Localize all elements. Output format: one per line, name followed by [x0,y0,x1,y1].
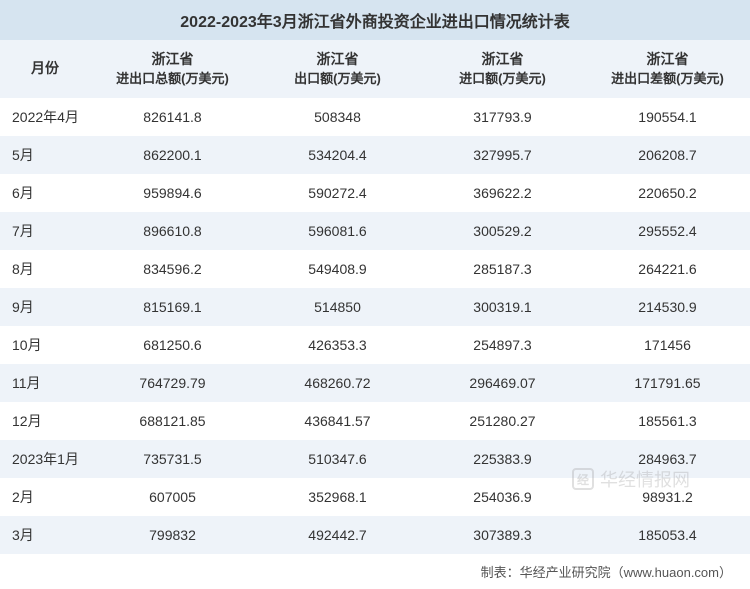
cell-value: 225383.9 [420,440,585,478]
table-row: 9月815169.1514850300319.1214530.9 [0,288,750,326]
cell-value: 514850 [255,288,420,326]
header-label-top: 浙江省 [482,51,524,67]
cell-month: 12月 [0,402,90,440]
cell-value: 220650.2 [585,174,750,212]
cell-value: 185053.4 [585,516,750,554]
cell-value: 862200.1 [90,136,255,174]
cell-value: 251280.27 [420,402,585,440]
table-row: 5月862200.1534204.4327995.7206208.7 [0,136,750,174]
cell-month: 2月 [0,478,90,516]
cell-value: 596081.6 [255,212,420,250]
cell-value: 185561.3 [585,402,750,440]
table-row: 3月799832492442.7307389.3185053.4 [0,516,750,554]
cell-value: 214530.9 [585,288,750,326]
stats-table-container: 2022-2023年3月浙江省外商投资企业进出口情况统计表 月份 浙江省 进出口… [0,0,750,589]
cell-month: 2022年4月 [0,98,90,136]
cell-value: 327995.7 [420,136,585,174]
header-label-sub: 进出口差额(万美元) [589,70,746,88]
cell-month: 10月 [0,326,90,364]
cell-value: 764729.79 [90,364,255,402]
col-header-total: 浙江省 进出口总额(万美元) [90,40,255,98]
table-row: 2022年4月826141.8508348317793.9190554.1 [0,98,750,136]
cell-value: 735731.5 [90,440,255,478]
cell-month: 2023年1月 [0,440,90,478]
cell-value: 426353.3 [255,326,420,364]
col-header-import: 浙江省 进口额(万美元) [420,40,585,98]
cell-value: 815169.1 [90,288,255,326]
col-header-diff: 浙江省 进出口差额(万美元) [585,40,750,98]
table-row: 6月959894.6590272.4369622.2220650.2 [0,174,750,212]
cell-month: 6月 [0,174,90,212]
cell-value: 171791.65 [585,364,750,402]
cell-value: 688121.85 [90,402,255,440]
cell-value: 254036.9 [420,478,585,516]
header-label-sub: 进出口总额(万美元) [94,70,251,88]
cell-value: 300319.1 [420,288,585,326]
table-body: 2022年4月826141.8508348317793.9190554.15月8… [0,98,750,554]
table-row: 2月607005352968.1254036.998931.2 [0,478,750,516]
cell-value: 171456 [585,326,750,364]
cell-value: 534204.4 [255,136,420,174]
header-label-top: 浙江省 [317,51,359,67]
table-row: 7月896610.8596081.6300529.2295552.4 [0,212,750,250]
cell-value: 300529.2 [420,212,585,250]
cell-value: 508348 [255,98,420,136]
header-label-sub: 进口额(万美元) [424,70,581,88]
cell-value: 369622.2 [420,174,585,212]
table-row: 8月834596.2549408.9285187.3264221.6 [0,250,750,288]
cell-value: 492442.7 [255,516,420,554]
header-label-top: 浙江省 [152,51,194,67]
header-label-top: 浙江省 [647,51,689,67]
cell-value: 295552.4 [585,212,750,250]
cell-value: 206208.7 [585,136,750,174]
cell-month: 9月 [0,288,90,326]
stats-table: 月份 浙江省 进出口总额(万美元) 浙江省 出口额(万美元) 浙江省 进口额(万… [0,40,750,554]
cell-value: 98931.2 [585,478,750,516]
table-row: 11月764729.79468260.72296469.07171791.65 [0,364,750,402]
cell-month: 11月 [0,364,90,402]
cell-value: 959894.6 [90,174,255,212]
table-row: 2023年1月735731.5510347.6225383.9284963.7 [0,440,750,478]
cell-value: 468260.72 [255,364,420,402]
cell-value: 510347.6 [255,440,420,478]
col-header-export: 浙江省 出口额(万美元) [255,40,420,98]
cell-value: 307389.3 [420,516,585,554]
header-label-sub: 出口额(万美元) [259,70,416,88]
cell-value: 799832 [90,516,255,554]
cell-value: 607005 [90,478,255,516]
table-row: 12月688121.85436841.57251280.27185561.3 [0,402,750,440]
table-footer: 制表：华经产业研究院（www.huaon.com） [0,554,750,589]
cell-value: 317793.9 [420,98,585,136]
cell-value: 285187.3 [420,250,585,288]
cell-month: 7月 [0,212,90,250]
cell-value: 264221.6 [585,250,750,288]
cell-value: 436841.57 [255,402,420,440]
cell-value: 590272.4 [255,174,420,212]
cell-value: 549408.9 [255,250,420,288]
cell-value: 896610.8 [90,212,255,250]
cell-value: 284963.7 [585,440,750,478]
cell-value: 681250.6 [90,326,255,364]
cell-value: 826141.8 [90,98,255,136]
cell-month: 3月 [0,516,90,554]
cell-value: 352968.1 [255,478,420,516]
cell-value: 834596.2 [90,250,255,288]
col-header-month: 月份 [0,40,90,98]
table-title: 2022-2023年3月浙江省外商投资企业进出口情况统计表 [0,0,750,40]
cell-value: 190554.1 [585,98,750,136]
cell-month: 8月 [0,250,90,288]
cell-month: 5月 [0,136,90,174]
header-label: 月份 [31,60,59,76]
cell-value: 254897.3 [420,326,585,364]
cell-value: 296469.07 [420,364,585,402]
table-row: 10月681250.6426353.3254897.3171456 [0,326,750,364]
header-row: 月份 浙江省 进出口总额(万美元) 浙江省 出口额(万美元) 浙江省 进口额(万… [0,40,750,98]
